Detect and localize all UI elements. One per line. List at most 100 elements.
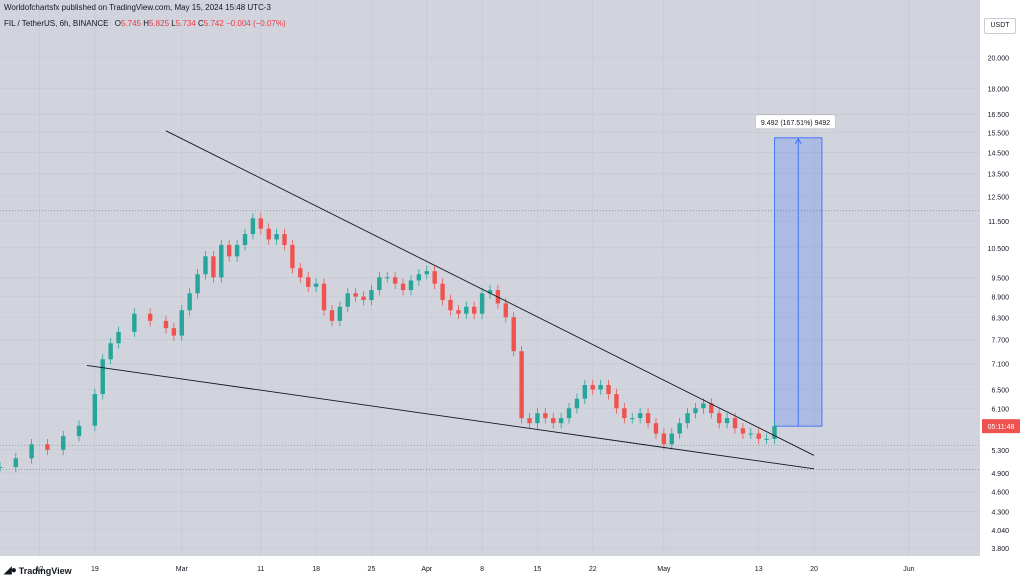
plot-background <box>0 0 980 556</box>
y-tick-label: 13.500 <box>988 172 1010 179</box>
candle-body <box>163 320 169 329</box>
tradingview-logo-icon: ◢● <box>4 565 17 576</box>
time-axis-background <box>0 556 1024 580</box>
candle-body <box>76 425 82 437</box>
candle-body <box>369 290 374 300</box>
x-tick-label: 12 <box>36 566 44 573</box>
candle-body <box>211 256 216 278</box>
candle-body <box>645 413 651 424</box>
candle-body <box>108 343 113 360</box>
candle-body <box>400 283 406 291</box>
candle-body <box>448 299 453 311</box>
candle-body <box>377 277 382 291</box>
candle-body <box>637 413 643 419</box>
candle-body <box>653 423 659 434</box>
candle-body <box>345 293 350 307</box>
candle-body <box>614 394 619 409</box>
candle-body <box>479 293 485 314</box>
candle-body <box>701 403 706 409</box>
candle-body <box>100 359 105 395</box>
candle-body <box>756 433 761 439</box>
candle-body <box>116 331 121 344</box>
price-tags: 05:11:48 <box>982 419 1020 434</box>
candle-body <box>630 418 635 420</box>
candle-body <box>92 394 98 426</box>
current-price-countdown: 05:11:48 <box>988 424 1015 431</box>
candle-body <box>250 218 256 235</box>
candle-body <box>234 244 240 257</box>
candle-body <box>432 271 437 284</box>
x-tick-label: 22 <box>589 566 597 573</box>
x-tick-label: Apr <box>421 566 433 573</box>
candle-body <box>543 413 548 419</box>
y-tick-label: 4.300 <box>991 510 1009 517</box>
candle-body <box>29 444 34 459</box>
candle-body <box>606 384 611 395</box>
candle-body <box>519 351 524 419</box>
candle-body <box>179 310 184 336</box>
y-tick-label: 4.600 <box>991 490 1009 497</box>
candle-body <box>353 293 358 297</box>
currency-button[interactable]: USDT <box>984 18 1016 34</box>
y-tick-label: 6.100 <box>991 406 1009 413</box>
candle-layer <box>0 213 777 473</box>
close-value: 5.742 <box>203 19 224 28</box>
candle-body <box>511 317 516 352</box>
y-axis[interactable]: 20.000 18.000 16.500 15.500 14.500 13.500 12.5… <box>988 55 1010 553</box>
candle-body <box>298 268 303 278</box>
y-tick-label: 15.500 <box>988 131 1010 138</box>
x-tick-label: 20 <box>810 566 818 573</box>
measure-layer[interactable]: 9.492 (167.51%) 9492 <box>755 114 836 427</box>
symbol-label[interactable]: FIL / TetherUS, 6h, BINANCE <box>4 19 109 28</box>
candle-body <box>313 283 319 287</box>
x-tick-label: 19 <box>91 566 99 573</box>
candle-body <box>242 234 248 245</box>
open-label: O <box>114 19 121 28</box>
candle-body <box>61 436 66 450</box>
candle-body <box>306 277 311 287</box>
measure-label-box <box>755 114 836 130</box>
candle-body <box>282 234 287 245</box>
candle-body <box>226 244 232 257</box>
candle-body <box>440 283 445 300</box>
candle-body <box>732 418 738 429</box>
candle-body <box>709 403 714 414</box>
low-label: L <box>171 19 176 28</box>
high-label: H <box>143 19 149 28</box>
y-tick-label: 8.300 <box>991 315 1009 322</box>
x-tick-label: 11 <box>257 566 264 573</box>
x-tick-label: 25 <box>368 566 376 573</box>
y-tick-label: 4.900 <box>991 471 1009 478</box>
y-tick-label: 3.800 <box>991 546 1009 553</box>
x-axis[interactable]: 12 19 Mar 11 18 25 Apr 8 15 22 May 13 20 Jun <box>36 566 915 573</box>
candle-body <box>669 433 674 445</box>
candle-body <box>574 398 580 409</box>
upper-trendline <box>165 130 815 456</box>
candle-body <box>187 293 192 311</box>
candle-body <box>13 458 19 468</box>
price-axis-background <box>980 0 1024 556</box>
candle-body <box>219 244 224 278</box>
candle-body <box>740 428 746 434</box>
ohlc-legend: FIL / TetherUS, 6h, BINANCE O5.745 H5.82… <box>4 19 286 28</box>
y-tick-label: 11.500 <box>988 219 1009 226</box>
measure-label: 9.492 (167.51%) 9492 <box>761 120 830 127</box>
candle-body <box>582 384 588 399</box>
y-tick-label: 7.700 <box>991 337 1009 344</box>
candle-body <box>424 271 429 275</box>
candle-body <box>685 413 690 424</box>
tradingview-logo-text: TradingView <box>18 565 72 576</box>
candle-body <box>551 418 556 424</box>
candle-body <box>361 296 366 300</box>
tradingview-logo[interactable]: ◢● TradingView <box>4 565 72 576</box>
trend-layer[interactable] <box>86 130 815 470</box>
y-tick-label: 18.000 <box>988 87 1010 94</box>
x-tick-label: 18 <box>312 566 320 573</box>
candle-body <box>590 384 595 390</box>
candle-body <box>171 328 177 336</box>
y-tick-label: 4.040 <box>991 528 1009 535</box>
y-tick-label: 8.900 <box>991 295 1009 302</box>
high-value: 5.825 <box>149 19 170 28</box>
